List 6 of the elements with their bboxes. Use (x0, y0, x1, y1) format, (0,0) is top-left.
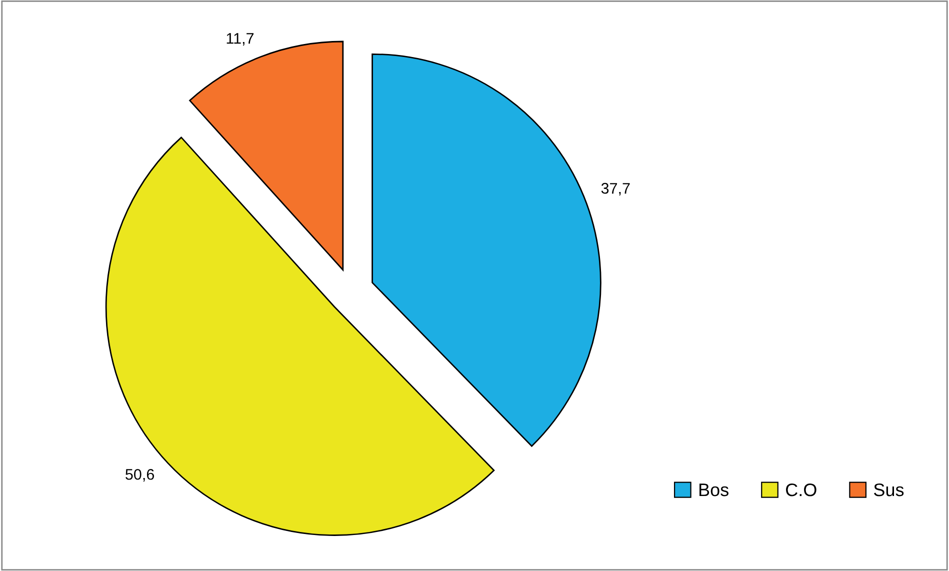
legend-label: Sus (874, 483, 904, 496)
legend-label: C.O (786, 483, 816, 496)
data-label: 50,6 (126, 468, 154, 482)
data-label: 37,7 (601, 182, 630, 196)
data-label: 11,7 (226, 33, 254, 46)
legend-label: Bos (699, 484, 728, 496)
